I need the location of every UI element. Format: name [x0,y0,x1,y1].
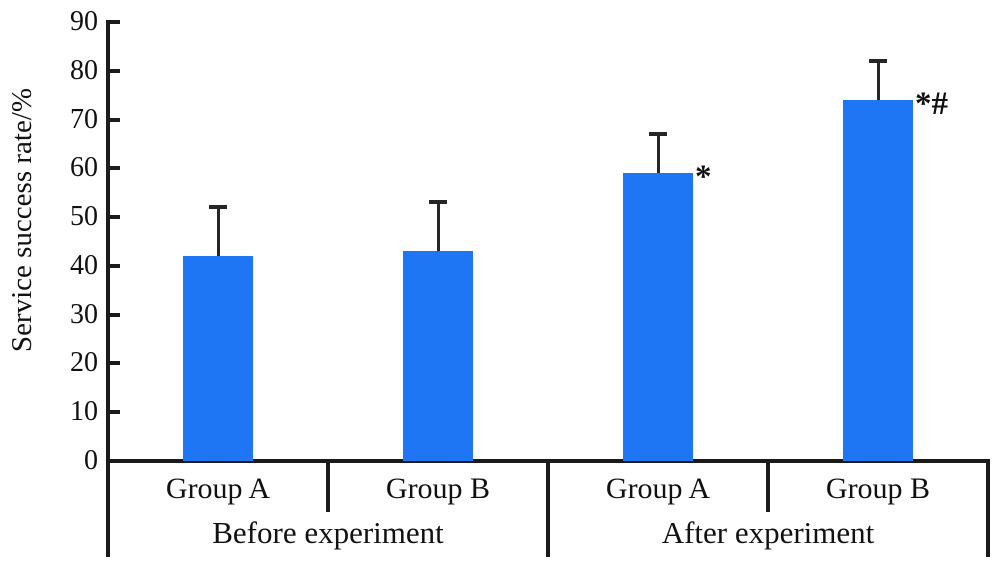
phase-separator [546,461,550,557]
y-axis-tick [110,69,120,73]
phase-label: After experiment [661,515,875,550]
category-label: Group B [825,472,931,505]
y-axis-tick [110,410,120,414]
y-tick-label: 20 [70,347,98,378]
significance-marker: *# [915,86,948,122]
y-axis-title: Service success rate/% [6,87,38,353]
y-tick-label: 40 [70,250,98,281]
y-tick-label: 90 [70,6,98,37]
y-tick-label: 50 [70,201,98,232]
category-label: Group B [385,472,491,505]
error-bar [437,202,440,251]
error-bar-cap [429,200,447,204]
error-bar [217,207,220,256]
y-axis-tick [110,264,120,268]
error-bar [877,61,880,100]
y-axis-tick [110,166,120,170]
significance-marker: * [695,159,712,195]
y-tick-label: 10 [70,396,98,427]
error-bar [657,134,660,173]
y-axis-tick [110,313,120,317]
category-separator-tick [766,461,770,512]
phase-separator [986,461,990,557]
y-axis-line [106,20,110,557]
y-axis-tick [110,20,120,24]
bar [403,251,473,461]
bar [843,100,913,461]
category-separator-tick [326,461,330,512]
y-axis-tick [110,215,120,219]
y-tick-label: 0 [84,445,98,476]
y-axis-tick [110,361,120,365]
category-label: Group A [165,472,271,505]
y-tick-label: 80 [70,55,98,86]
error-bar-cap [869,59,887,63]
error-bar-cap [649,132,667,136]
bar [623,173,693,461]
y-tick-label: 30 [70,299,98,330]
y-axis-tick [110,118,120,122]
bar [183,256,253,461]
y-tick-label: 60 [70,152,98,183]
error-bar-cap [209,205,227,209]
y-tick-label: 70 [70,104,98,135]
category-label: Group A [605,472,711,505]
phase-label: Before experiment [212,515,444,550]
